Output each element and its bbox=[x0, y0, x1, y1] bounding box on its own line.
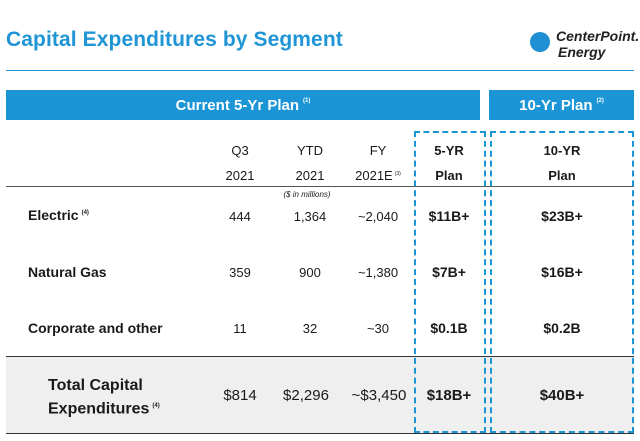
total-top-divider bbox=[6, 356, 634, 357]
total-label-line1: Total Capital bbox=[48, 377, 143, 394]
electric-5yr: $11B+ bbox=[428, 208, 470, 224]
total-bottom-divider bbox=[6, 433, 634, 434]
ten-yr-plan-header: 10-Yr Plan (2) bbox=[489, 90, 634, 120]
electric-q3: 444 bbox=[229, 209, 251, 224]
total-label: Total Capital Expenditures (4) bbox=[48, 375, 160, 419]
corporate-fy: ~30 bbox=[366, 321, 390, 336]
total-ytd: $2,296 bbox=[283, 387, 329, 404]
total-label-line2: Expenditures bbox=[48, 400, 150, 418]
natural-gas-10yr: $16B+ bbox=[541, 264, 583, 280]
col-fy-year: 2021E bbox=[355, 168, 393, 183]
row-label-natural-gas: Natural Gas bbox=[28, 264, 107, 280]
ten-yr-highlight-box bbox=[490, 131, 634, 433]
col-ytd-line2: 2021 bbox=[295, 168, 325, 183]
total-5yr: $18B+ bbox=[426, 387, 472, 404]
ten-yr-plan-footnote: (2) bbox=[596, 98, 604, 104]
corporate-q3: 11 bbox=[233, 321, 247, 336]
total-fy: ~$3,450 bbox=[351, 387, 407, 404]
col-fy-footnote: (3) bbox=[394, 170, 401, 177]
total-label-line2-wrap: Expenditures (4) bbox=[48, 396, 160, 419]
current-plan-footnote: (1) bbox=[303, 98, 311, 104]
col-ytd-line1: YTD bbox=[297, 143, 323, 158]
current-plan-header: Current 5-Yr Plan (1) bbox=[6, 90, 480, 120]
col-fy-line2: 2021E (3) bbox=[348, 168, 408, 183]
corporate-ytd: 32 bbox=[302, 321, 318, 336]
row-label-electric: Electric (4) bbox=[28, 207, 89, 223]
current-plan-label: Current 5-Yr Plan bbox=[175, 96, 300, 114]
col-10yr-line2: Plan bbox=[548, 168, 576, 183]
row-footnote: (4) bbox=[81, 210, 89, 217]
col-q3-line1: Q3 bbox=[231, 143, 249, 158]
corporate-10yr: $0.2B bbox=[543, 320, 581, 336]
natural-gas-5yr: $7B+ bbox=[432, 264, 466, 280]
electric-fy: ~2,040 bbox=[357, 209, 399, 224]
logo-wordmark-line2: Energy bbox=[558, 44, 606, 60]
title-underline bbox=[6, 70, 634, 71]
page-title: Capital Expenditures by Segment bbox=[6, 28, 343, 51]
centerpoint-logo: CenterPoint. Energy bbox=[530, 28, 640, 68]
units-note: ($ in millions) bbox=[283, 190, 331, 199]
ten-yr-plan-label: 10-Yr Plan bbox=[519, 96, 593, 114]
col-5yr-line2: Plan bbox=[435, 168, 463, 183]
corporate-5yr: $0.1B bbox=[430, 320, 468, 336]
row-label-text: Electric bbox=[28, 207, 79, 223]
total-10yr: $40B+ bbox=[539, 387, 585, 404]
row-label-corporate: Corporate and other bbox=[28, 320, 163, 336]
logo-wordmark-line1: CenterPoint. bbox=[556, 28, 640, 44]
five-yr-highlight-box bbox=[414, 131, 486, 433]
natural-gas-q3: 359 bbox=[229, 265, 251, 280]
natural-gas-fy: ~1,380 bbox=[357, 265, 399, 280]
header-divider bbox=[6, 186, 634, 187]
natural-gas-ytd: 900 bbox=[299, 265, 321, 280]
logo-circle-icon bbox=[530, 32, 550, 52]
col-10yr-line1: 10-YR bbox=[543, 143, 581, 158]
total-q3: $814 bbox=[223, 387, 257, 404]
col-5yr-line1: 5-YR bbox=[434, 143, 464, 158]
total-footnote: (4) bbox=[152, 403, 160, 409]
electric-ytd: 1,364 bbox=[293, 209, 327, 224]
col-fy-line1: FY bbox=[369, 143, 387, 158]
total-row-background bbox=[6, 357, 634, 433]
col-q3-line2: 2021 bbox=[225, 168, 255, 183]
electric-10yr: $23B+ bbox=[541, 208, 583, 224]
